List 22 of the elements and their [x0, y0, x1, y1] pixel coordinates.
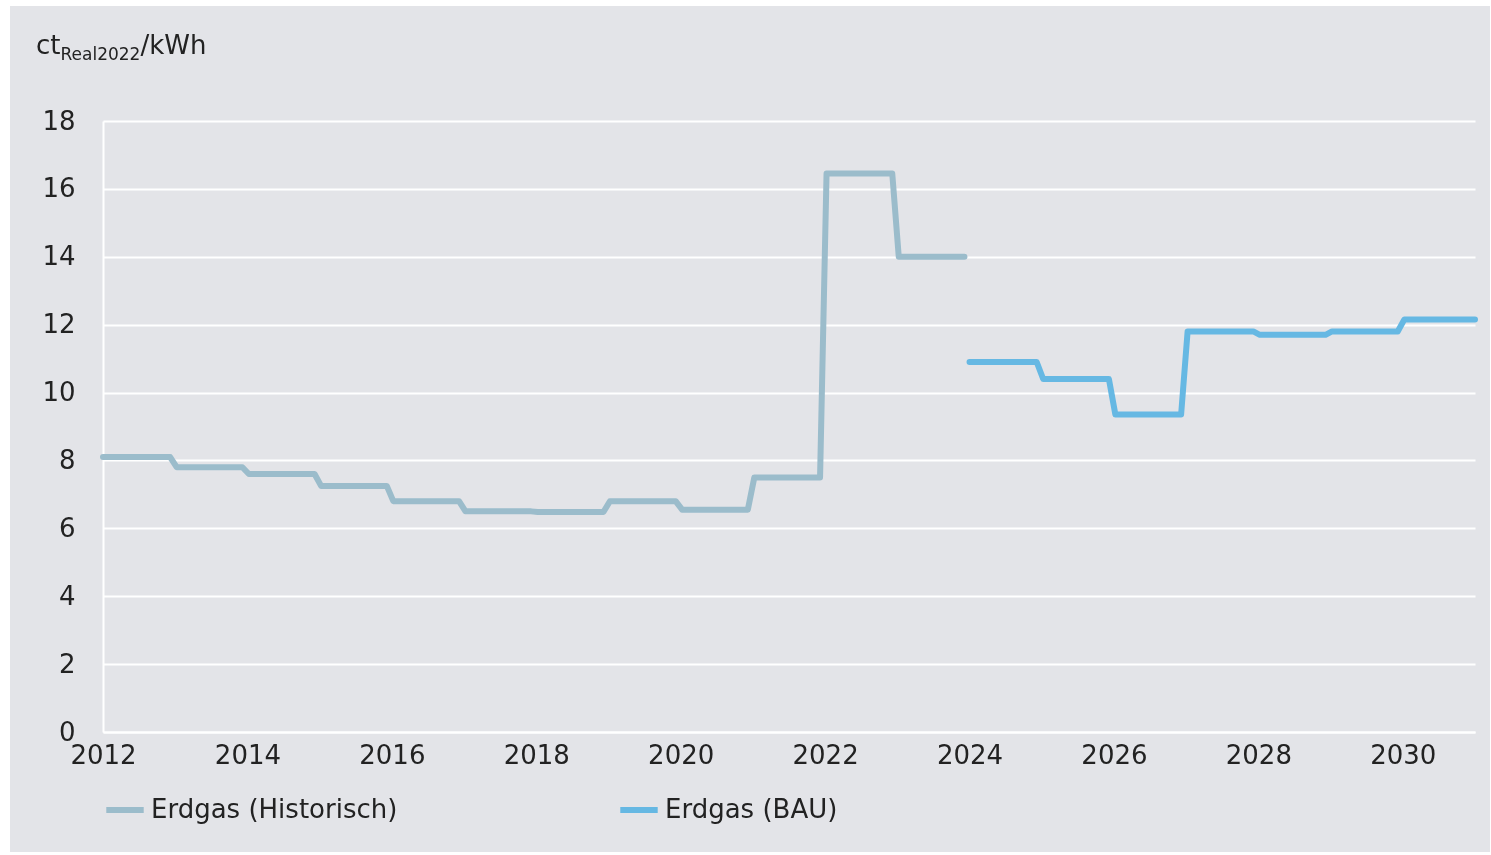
x-tick-label: 2014 [214, 739, 282, 770]
legend-label: Erdgas (BAU) [665, 794, 838, 824]
y-tick-label: 18 [42, 105, 76, 136]
y-tick-label: 16 [42, 173, 76, 204]
x-tick-label: 2016 [359, 739, 426, 770]
y-tick-label: 4 [58, 580, 76, 611]
x-tick-label: 2028 [1225, 739, 1292, 770]
x-tick-label: 2018 [503, 739, 570, 770]
x-tick-label: 2026 [1081, 739, 1148, 770]
y-axis-title: ct$_{Real2022}$/kWh [36, 30, 207, 65]
y-tick-label: 6 [58, 512, 76, 543]
y-tick-label: 10 [42, 377, 76, 408]
x-tick-label: 2022 [792, 739, 859, 770]
y-tick-label: 2 [58, 648, 76, 679]
x-tick-label: 2012 [70, 739, 137, 770]
y-tick-label: 14 [42, 241, 76, 272]
x-tick-label: 2030 [1370, 739, 1437, 770]
y-tick-label: 8 [58, 444, 76, 475]
y-tick-label: 12 [42, 309, 76, 340]
x-tick-label: 2020 [648, 739, 715, 770]
x-tick-label: 2024 [936, 739, 1004, 770]
legend-label: Erdgas (Historisch) [151, 794, 398, 824]
